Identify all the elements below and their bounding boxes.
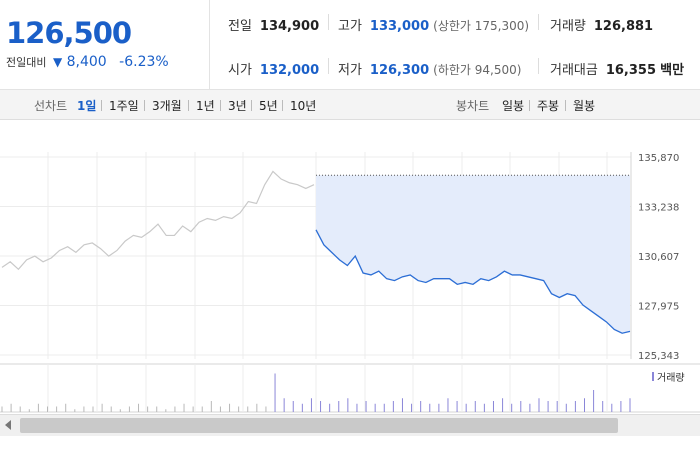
- divider: [529, 100, 530, 111]
- stat-amount-value: 16,355: [605, 63, 657, 78]
- stat-open-label: 시가: [228, 63, 252, 78]
- stat-prev-value: 134,900: [259, 19, 320, 34]
- left-arrow-icon[interactable]: [5, 420, 11, 430]
- stat-amount-unit: 백만: [660, 63, 685, 78]
- stat-low-value: 126,300: [369, 63, 430, 78]
- line-chart-label: 선차트: [34, 99, 68, 113]
- divider: [538, 58, 539, 74]
- divider: [282, 100, 283, 111]
- candle-chart-label: 봉차트: [456, 99, 490, 113]
- stat-amount: 거래대금 16,355 백만: [550, 59, 684, 78]
- change-label: 전일대비: [6, 56, 47, 69]
- stat-volume-value: 126,881: [593, 19, 654, 34]
- previous-day-line: [1, 170, 315, 271]
- tab-1d[interactable]: 1일: [77, 99, 97, 113]
- tab-1y[interactable]: 1년: [196, 99, 215, 113]
- y-tick-label: 130,607: [638, 252, 679, 263]
- stat-high-value: 133,000: [369, 19, 430, 34]
- chart-period-tabs: 선차트 1일 1주일 3개월 1년 3년 5년 10년 봉차트 일봉 주봉 월봉: [0, 90, 700, 120]
- divider: [144, 100, 145, 111]
- tab-3y[interactable]: 3년: [228, 99, 247, 113]
- stat-high: 고가 133,000 (상한가 175,300): [338, 15, 529, 34]
- below-prev-close-fill: [316, 175, 630, 334]
- y-tick-label: 127,975: [638, 302, 679, 313]
- divider: [538, 14, 539, 30]
- down-arrow-icon: ▼: [52, 55, 63, 69]
- divider: [251, 100, 252, 111]
- stat-low: 저가 126,300 (하한가 94,500): [338, 59, 521, 78]
- volume-legend-label: 거래량: [657, 372, 685, 384]
- y-tick-label: 135,870: [638, 153, 679, 164]
- tab-5y[interactable]: 5년: [259, 99, 278, 113]
- y-axis: 135,870 133,238 130,607 127,975 125,343: [638, 153, 679, 362]
- quote-header: 126,500 전일대비 ▼ 8,400 -6.23% 전일 134,900 고가…: [0, 0, 700, 90]
- divider: [328, 58, 329, 74]
- chart-area: [316, 174, 630, 334]
- volume-legend-swatch: [652, 372, 654, 381]
- stat-volume: 거래량 126,881: [550, 15, 653, 34]
- stat-amount-label: 거래대금: [550, 63, 598, 78]
- volume-panel: 거래량: [0, 363, 700, 413]
- current-price: 126,500: [6, 16, 132, 50]
- divider: [188, 100, 189, 111]
- tab-daily[interactable]: 일봉: [502, 99, 525, 113]
- chart-lines: [1, 170, 631, 334]
- change-value: 8,400: [66, 54, 107, 70]
- stats-grid: 전일 134,900 고가 133,000 (상한가 175,300) 거래량 126,…: [210, 0, 700, 90]
- tab-3m[interactable]: 3개월: [152, 99, 182, 113]
- stat-high-label: 고가: [338, 19, 362, 34]
- stat-prev-label: 전일: [228, 19, 252, 34]
- divider: [565, 100, 566, 111]
- lower-limit: (하한가 94,500): [433, 63, 522, 77]
- stat-open: 시가 132,000: [228, 59, 319, 78]
- divider: [328, 14, 329, 30]
- y-tick-label: 133,238: [638, 203, 679, 214]
- divider: [101, 100, 102, 111]
- price-block: 126,500 전일대비 ▼ 8,400 -6.23%: [0, 0, 210, 90]
- stat-open-value: 132,000: [259, 63, 320, 78]
- today-price-line: [315, 229, 631, 334]
- price-chart[interactable]: 135,870 133,238 130,607 127,975 125,343 거래량: [0, 120, 700, 414]
- change-percent: -6.23%: [119, 54, 169, 70]
- chart-scrollbar[interactable]: [0, 414, 700, 436]
- upper-limit: (상한가 175,300): [433, 19, 530, 33]
- divider: [220, 100, 221, 111]
- y-tick-label: 125,343: [638, 351, 679, 362]
- price-change: 전일대비 ▼ 8,400 -6.23%: [6, 54, 169, 70]
- tab-weekly[interactable]: 주봉: [537, 99, 560, 113]
- tab-monthly[interactable]: 월봉: [573, 99, 596, 113]
- scrollbar-thumb[interactable]: [20, 418, 618, 433]
- tab-1w[interactable]: 1주일: [109, 99, 139, 113]
- stat-volume-label: 거래량: [550, 19, 586, 34]
- stat-prev: 전일 134,900: [228, 15, 319, 34]
- tab-10y[interactable]: 10년: [290, 99, 317, 113]
- stat-low-label: 저가: [338, 63, 362, 78]
